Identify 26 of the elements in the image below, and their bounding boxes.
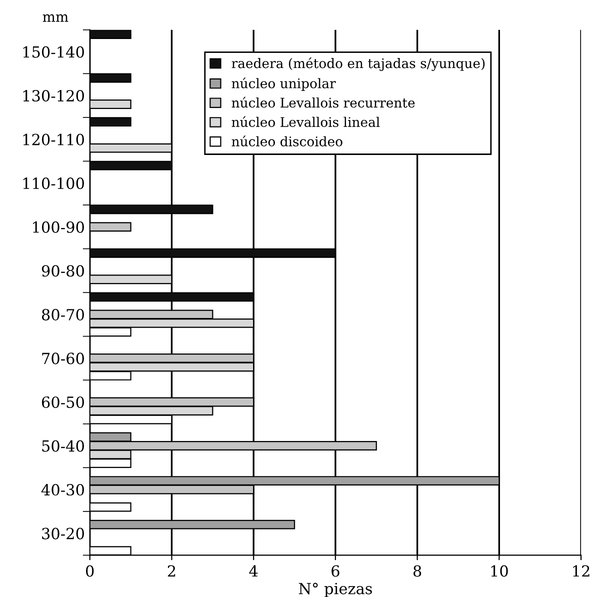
y-tick-label: 40-30: [41, 484, 84, 496]
y-tick-label: 110-100: [23, 178, 84, 190]
legend-label: raedera (método en tajadas s/yunque): [232, 57, 485, 71]
legend-label: núcleo Levallois recurrente: [232, 96, 415, 108]
y-tick-label: 70-60: [42, 352, 84, 364]
x-tick-label: 8: [413, 565, 422, 577]
y-tick-label: 120-110: [23, 134, 84, 146]
y-tick-label: 100-90: [33, 221, 84, 233]
legend-label: núcleo discoideo: [232, 136, 342, 146]
x-tick-label: 12: [573, 565, 590, 577]
x-tick-label: 4: [249, 565, 258, 577]
y-tick-label: 60-50: [42, 396, 84, 408]
x-axis-title: N° piezas: [298, 582, 372, 597]
y-axis-title: mm: [42, 14, 68, 22]
x-tick-label: 0: [86, 565, 94, 577]
x-tick-label: 6: [332, 565, 340, 577]
y-tick-label: 150-140: [23, 46, 84, 58]
x-tick-label: 10: [491, 565, 508, 577]
y-tick-label: 30-20: [42, 528, 84, 540]
legend-label: núcleo unipolar: [232, 78, 336, 91]
y-tick-label: 90-80: [42, 265, 84, 277]
y-tick-label: 50-40: [42, 440, 84, 452]
legend-label: núcleo Levallois lineal: [232, 116, 380, 128]
x-tick-label: 2: [168, 565, 176, 577]
y-tick-label: 80-70: [42, 308, 84, 320]
y-tick-label: 130-120: [23, 90, 84, 102]
